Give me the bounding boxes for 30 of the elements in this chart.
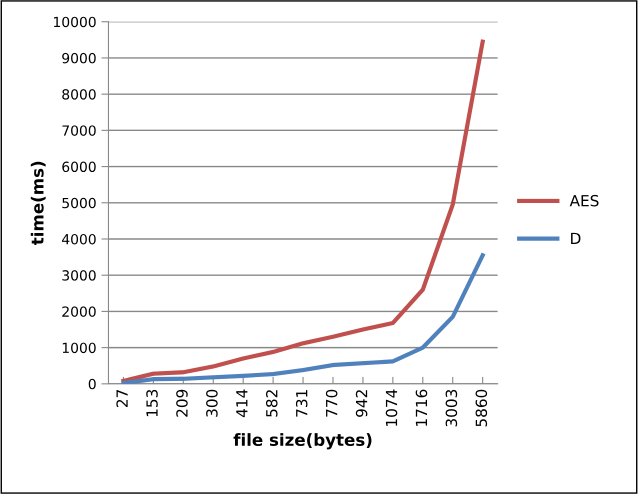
x-tick-label: 209 — [176, 390, 188, 417]
y-tick-label: 7000 — [62, 125, 96, 136]
x-tick-label: 3003 — [446, 390, 458, 426]
x-tick-label: 153 — [146, 390, 158, 416]
y-tick-label: 1000 — [62, 342, 96, 354]
legend-label: D — [571, 232, 580, 244]
x-tick-label: 582 — [266, 390, 278, 417]
x-tick-label: 5860 — [476, 390, 488, 426]
x-axis-title: file size(bytes) — [234, 433, 372, 450]
x-tick-label: 770 — [326, 390, 338, 417]
x-tick-label: 1074 — [386, 390, 398, 426]
y-tick-label: 9000 — [62, 52, 96, 64]
y-tick-label: 6000 — [62, 162, 96, 172]
line-series — [121, 253, 485, 384]
x-tick-label: 731 — [296, 390, 308, 417]
y-tick-label: 2000 — [62, 306, 96, 317]
y-axis-title: time(ms) — [30, 162, 46, 246]
legend-label: AES — [570, 194, 599, 206]
y-tick-label: 0 — [88, 378, 96, 390]
x-tick-label: 414 — [236, 390, 248, 418]
y-tick-label: 3000 — [62, 270, 96, 281]
y-tick-label: 5000 — [62, 198, 96, 208]
x-tick-label: 1716 — [416, 390, 428, 426]
y-tick-label: 4000 — [62, 234, 96, 244]
x-tick-label: 300 — [206, 390, 218, 417]
x-tick-label: 942 — [356, 390, 368, 417]
y-tick-label: 10000 — [54, 16, 96, 28]
x-tick-label: 27 — [116, 390, 128, 408]
line-series — [121, 40, 485, 384]
y-tick-label: 8000 — [62, 89, 96, 100]
